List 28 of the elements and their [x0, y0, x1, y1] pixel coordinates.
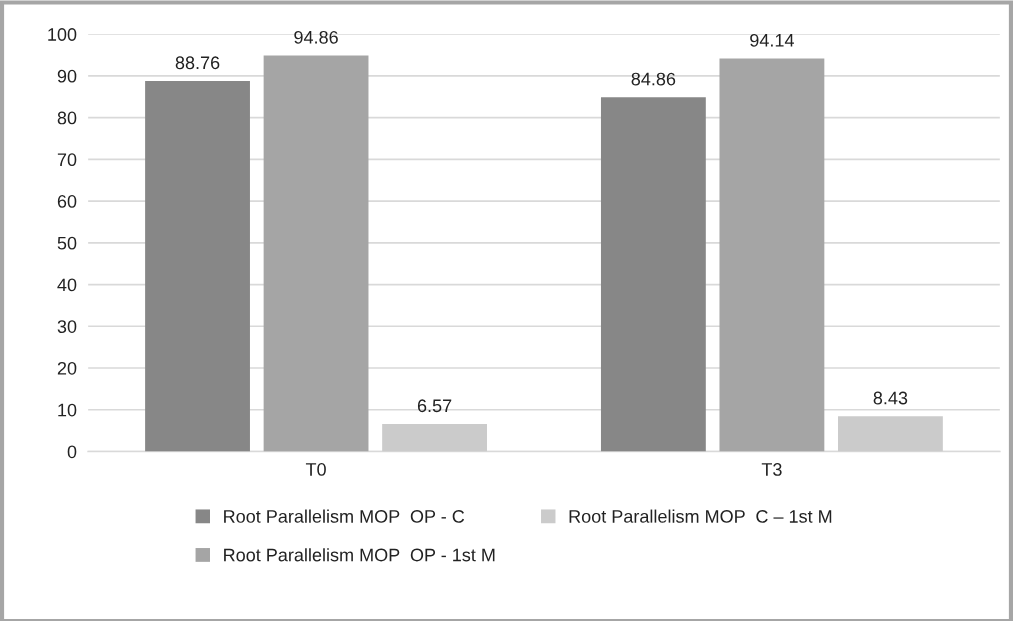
bar: [145, 81, 250, 452]
legend-label: Root Parallelism MOP OP - 1st M: [224, 548, 495, 562]
bar: [719, 58, 825, 452]
data-label: 84.86: [631, 72, 676, 86]
y-tick-label: 20: [57, 361, 77, 375]
data-label: 88.76: [175, 56, 220, 70]
data-label: 8.43: [873, 391, 908, 405]
x-tick-label: T0: [305, 463, 326, 476]
x-tick-label: T3: [761, 463, 782, 476]
legend-label: Root Parallelism MOP C – 1st M: [569, 509, 832, 523]
y-tick-label: 70: [57, 153, 77, 167]
y-tick-label: 0: [67, 445, 77, 459]
y-tick-label: 10: [58, 403, 77, 417]
data-label: 94.14: [750, 33, 794, 47]
data-label: 6.57: [417, 399, 452, 413]
bar: [382, 424, 487, 452]
bar: [838, 416, 943, 452]
y-tick-label: 30: [57, 320, 77, 333]
bar: [600, 97, 706, 452]
y-tick-label: 90: [57, 69, 77, 83]
y-tick-label: 50: [57, 236, 77, 250]
y-tick-label: 100: [48, 28, 77, 41]
legend-label: Root Parallelism MOP OP - C: [224, 509, 465, 523]
bar: [263, 55, 369, 452]
y-tick-label: 40: [57, 278, 77, 292]
data-label: 94.86: [294, 30, 338, 44]
y-tick-label: 60: [57, 195, 77, 208]
y-tick-label: 80: [57, 111, 77, 125]
